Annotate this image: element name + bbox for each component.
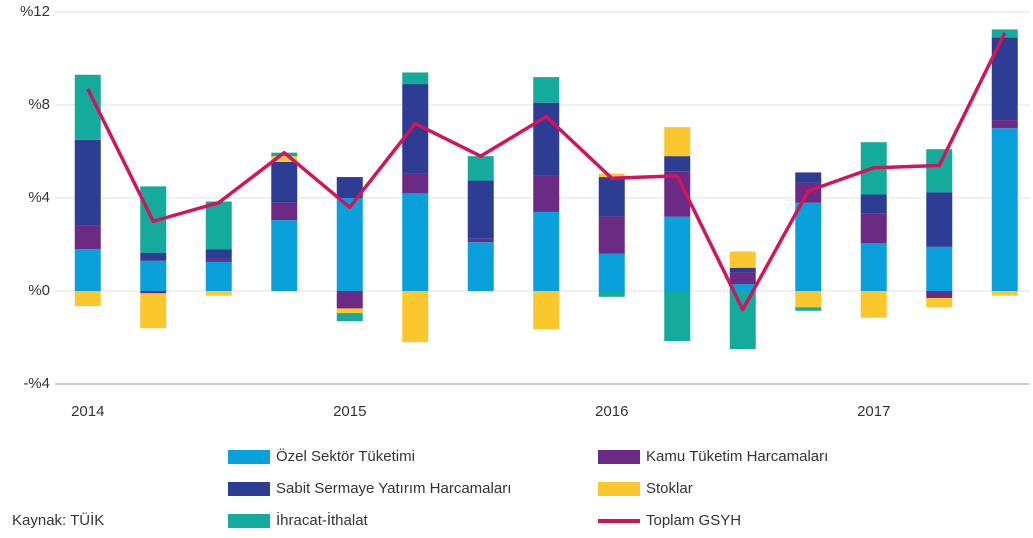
bar-segment bbox=[467, 238, 494, 243]
bar-segment bbox=[533, 102, 560, 176]
y-tick-label: %4 bbox=[28, 189, 50, 206]
bar-segment bbox=[795, 202, 822, 291]
bar-segment bbox=[926, 246, 953, 291]
bar-segment bbox=[729, 272, 756, 285]
source: Kaynak: TÜİK bbox=[12, 511, 104, 529]
bar-segment bbox=[271, 156, 298, 162]
bar-segment bbox=[336, 313, 363, 322]
legend-swatch bbox=[228, 450, 270, 464]
bar-segment bbox=[74, 249, 101, 291]
legend-swatch bbox=[598, 450, 640, 464]
bar-segment bbox=[336, 177, 363, 198]
bar-segment bbox=[533, 211, 560, 291]
bar-segment bbox=[74, 291, 101, 307]
bar-segment bbox=[795, 291, 822, 308]
bar-segment bbox=[402, 193, 429, 291]
bar-segment bbox=[729, 267, 756, 273]
bar-segment bbox=[140, 291, 167, 294]
bar-segment bbox=[533, 175, 560, 212]
bar-segment bbox=[664, 291, 691, 341]
bar-segment bbox=[402, 291, 429, 343]
bar-segment bbox=[664, 127, 691, 157]
bar-segment bbox=[140, 252, 167, 261]
legend-label: Toplam GSYH bbox=[646, 512, 741, 529]
bar-segment bbox=[598, 291, 625, 297]
bar-segment bbox=[467, 156, 494, 181]
y-tick-label: -%4 bbox=[23, 375, 50, 392]
bar-segment bbox=[205, 258, 232, 262]
bar-segment bbox=[598, 177, 625, 217]
bar-segment bbox=[533, 291, 560, 330]
bar-segment bbox=[271, 220, 298, 291]
bar-segment bbox=[205, 201, 232, 250]
x-tick-label: 2017 bbox=[857, 403, 890, 420]
bar-segment bbox=[598, 253, 625, 291]
bar-segment bbox=[926, 192, 953, 247]
legend-label: Özel Sektör Tüketimi bbox=[276, 447, 415, 465]
bar-segment bbox=[795, 172, 822, 183]
x-tick-label: 2016 bbox=[595, 403, 628, 420]
bar-segment bbox=[926, 291, 953, 298]
bar-segment bbox=[74, 139, 101, 226]
legend-swatch bbox=[228, 514, 270, 528]
bar-segment bbox=[664, 216, 691, 291]
bar-segment bbox=[140, 293, 167, 329]
bar-segment bbox=[140, 260, 167, 291]
bar-segment bbox=[991, 120, 1018, 129]
bar-segment bbox=[402, 72, 429, 85]
legend-swatch bbox=[228, 482, 270, 496]
bar-segment bbox=[336, 291, 363, 309]
y-tick-label: %0 bbox=[28, 282, 50, 299]
legend-label: İhracat-İthalat bbox=[276, 511, 369, 529]
bar-segment bbox=[467, 242, 494, 291]
bar-segment bbox=[402, 173, 429, 194]
bar-segment bbox=[467, 180, 494, 239]
line-series bbox=[86, 32, 1007, 312]
bar-segment bbox=[74, 225, 101, 250]
y-tick-label: %12 bbox=[20, 3, 50, 20]
bar-segment bbox=[729, 284, 756, 291]
bar-segment bbox=[926, 149, 953, 193]
bar-segment bbox=[860, 243, 887, 291]
x-tick-label: 2014 bbox=[71, 403, 104, 420]
bar-segment bbox=[991, 128, 1018, 291]
bar-segment bbox=[598, 173, 625, 178]
bar-segment bbox=[729, 291, 756, 350]
bar-segment bbox=[271, 161, 298, 203]
bar-segment bbox=[271, 202, 298, 221]
bar-segment bbox=[336, 308, 363, 314]
bar-segment bbox=[598, 216, 625, 254]
bar-segment bbox=[205, 249, 232, 259]
bar-segment bbox=[860, 194, 887, 214]
bar-segment bbox=[795, 307, 822, 311]
bar-segment bbox=[991, 291, 1018, 296]
legend-label: Kamu Tüketim Harcamaları bbox=[646, 448, 828, 465]
legend-swatch bbox=[598, 482, 640, 496]
bar-segment bbox=[336, 198, 363, 291]
bar-segment bbox=[664, 156, 691, 172]
bar-segment bbox=[205, 261, 232, 291]
bar-segment bbox=[729, 251, 756, 268]
legend-label: Stoklar bbox=[646, 480, 693, 497]
bar-segment bbox=[860, 291, 887, 318]
x-tick-label: 2015 bbox=[333, 403, 366, 420]
y-tick-label: %8 bbox=[28, 96, 50, 113]
bar-segment bbox=[533, 77, 560, 103]
bar-segment bbox=[926, 297, 953, 308]
bar-segment bbox=[860, 213, 887, 244]
legend-label: Sabit Sermaye Yatırım Harcamaları bbox=[276, 480, 511, 497]
bar-segment bbox=[205, 291, 232, 296]
